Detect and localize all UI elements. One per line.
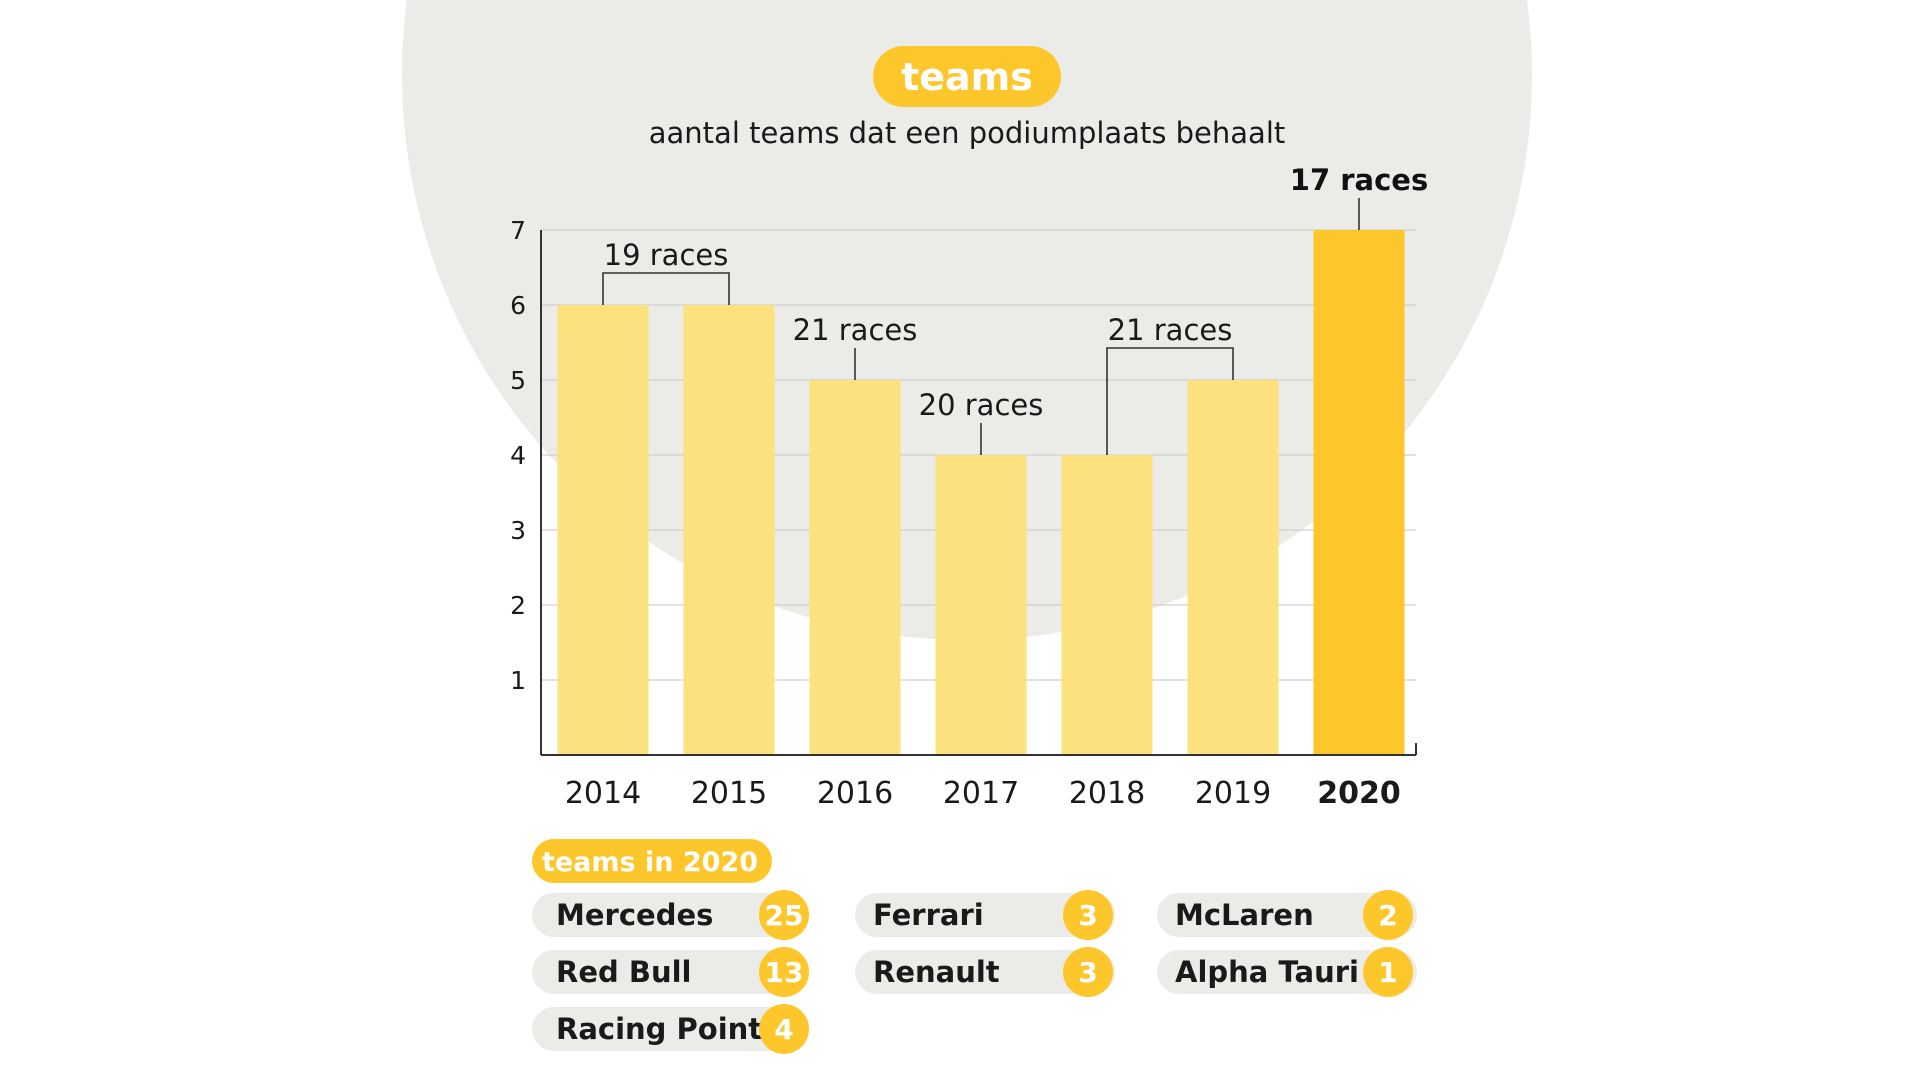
legend-item: Red Bull 13 [532,947,809,997]
x-tick-label: 2020 [1317,776,1401,811]
legend-count-badge [759,890,809,940]
annotation-bracket [1106,347,1234,455]
bar-2018 [1061,455,1153,755]
legend-team-count: 2 [1378,899,1397,932]
legend-count-badge [759,947,809,997]
legend-count-badge [1063,890,1113,940]
x-tick-label: 2015 [691,776,767,811]
bars [557,230,1405,755]
x-tick-label: 2014 [565,776,641,811]
y-tick-label: 6 [510,291,526,320]
annotation-label: 21 races [1108,313,1233,347]
legend-item: Mercedes 25 [532,890,809,940]
y-tick-label: 5 [510,366,526,395]
legend-team-count: 1 [1378,956,1397,989]
legend-title: teams in 2020 [542,847,758,878]
bar-2016 [809,380,901,755]
legend-item: Renault 3 [855,947,1115,997]
bar-2019 [1187,380,1279,755]
y-tick-label: 1 [510,666,526,695]
x-tick-labels: 2014 2015 2016 2017 2018 2019 2020 [565,776,1401,811]
annotation-label: 20 races [919,388,1044,422]
bar-2015 [683,305,775,755]
bar-2014 [557,305,649,755]
bar-2020 [1313,230,1405,755]
x-tick-label: 2016 [817,776,893,811]
legend-team-name: Alpha Tauri [1175,955,1359,989]
y-tick-label: 4 [510,441,526,470]
y-tick-labels: 1 2 3 4 5 6 7 [510,216,526,695]
legend-team-count: 13 [765,956,804,989]
title-pill [873,46,1061,107]
legend-item: Ferrari 3 [855,890,1115,940]
x-tick-label: 2019 [1195,776,1271,811]
legend-item-bg [532,1007,808,1051]
legend-item-bg [855,893,1115,937]
legend-team-name: Mercedes [556,898,713,932]
legend-team-count: 4 [774,1013,793,1046]
legend-team-count: 3 [1078,899,1097,932]
y-tick-label: 2 [510,591,526,620]
legend-team-name: McLaren [1175,898,1314,932]
legend-team-name: Red Bull [556,955,691,989]
annotation-label: 17 races [1290,163,1428,197]
legend-item-bg [532,893,808,937]
x-tick-label: 2017 [943,776,1019,811]
y-tick-label: 3 [510,516,526,545]
legend-item-bg [532,950,808,994]
legend-count-badge [1063,947,1113,997]
annotation-label: 19 races [604,238,729,272]
legend-item: Racing Point 4 [532,1004,809,1054]
bar-2017 [935,455,1027,755]
legend-title-pill [532,839,772,883]
legend-count-badge [1363,890,1413,940]
annotation-bracket [602,272,730,305]
legend-team-name: Racing Point [556,1012,762,1046]
legend-item-bg [855,950,1115,994]
legend-item-bg [1157,950,1417,994]
x-tick-label: 2018 [1069,776,1145,811]
legend-team-count: 25 [765,899,804,932]
y-tick-label: 7 [510,216,526,245]
legend-item-bg [1157,893,1417,937]
legend-count-badge [1363,947,1413,997]
legend-team-count: 3 [1078,956,1097,989]
legend-item: McLaren 2 [1157,890,1417,940]
chart-subtitle: aantal teams dat een podiumplaats behaal… [649,116,1286,150]
annotation-label: 21 races [793,313,918,347]
legend-count-badge [759,1004,809,1054]
axes [540,230,1417,756]
legend-item: Alpha Tauri 1 [1157,947,1417,997]
race-annotations: 19 races 21 races 20 races 21 races 17 races [602,163,1428,455]
legend-team-name: Ferrari [873,898,984,932]
legend-team-name: Renault [873,955,1000,989]
chart-title: teams [901,55,1033,99]
